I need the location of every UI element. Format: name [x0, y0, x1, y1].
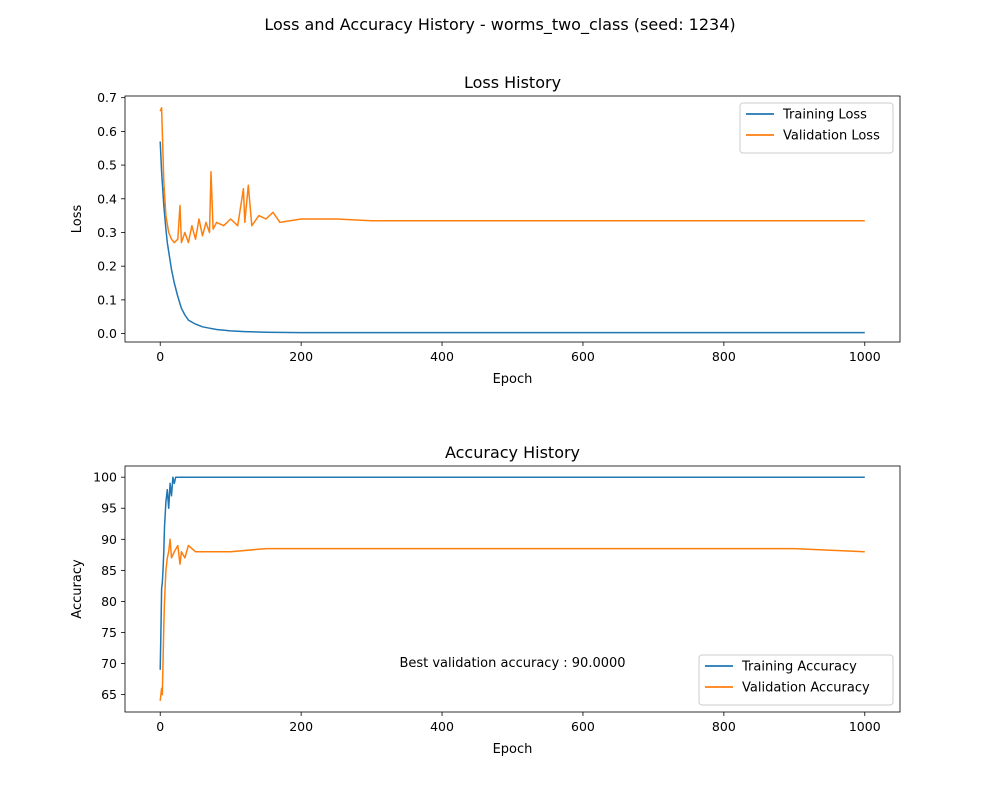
- y-tick-label: 65: [101, 687, 117, 702]
- x-tick-label: 1000: [849, 719, 881, 734]
- y-tick-label: 80: [101, 594, 117, 609]
- training-loss-line: [159, 141, 865, 334]
- x-tick-label: 400: [430, 719, 454, 734]
- training-loss-legend-label: Training Loss: [782, 108, 867, 123]
- y-tick-label: 0.3: [97, 225, 117, 240]
- y-tick-label: 0.4: [97, 191, 117, 206]
- y-tick-label: 90: [101, 532, 117, 547]
- x-tick-label: 800: [712, 719, 736, 734]
- x-tick-label: 200: [289, 349, 313, 364]
- legend: Training Loss Validation Loss: [739, 102, 894, 154]
- y-tick-label: 0.7: [97, 90, 117, 105]
- y-axis-label: Accuracy: [70, 559, 85, 619]
- x-tick-label: 0: [156, 349, 164, 364]
- validation-loss-line: [159, 107, 865, 244]
- legend-box: [739, 102, 894, 154]
- validation-accuracy-legend-label: Validation Accuracy: [742, 681, 870, 696]
- y-tick-label: 0.2: [97, 259, 117, 274]
- x-tick-label: 1000: [849, 349, 881, 364]
- y-tick-label: 0.0: [97, 326, 117, 341]
- x-tick-label: 0: [156, 719, 164, 734]
- y-tick-label: 95: [101, 501, 117, 516]
- x-axis-label: Epoch: [493, 742, 533, 757]
- y-tick-label: 0.5: [97, 158, 117, 173]
- y-tick-label: 85: [101, 563, 117, 578]
- x-tick-label: 400: [430, 349, 454, 364]
- training-accuracy-legend-label: Training Accuracy: [741, 660, 857, 675]
- axes-frame: [124, 95, 901, 343]
- x-tick-label: 600: [571, 719, 595, 734]
- axes-frame: [124, 465, 901, 713]
- best-accuracy-annotation: Best validation accuracy : 90.0000: [399, 656, 625, 671]
- x-tick-label: 800: [712, 349, 736, 364]
- x-axis-label: Epoch: [493, 372, 533, 387]
- validation-accuracy-line: [159, 538, 865, 701]
- axes-title: Accuracy History: [445, 443, 580, 462]
- training-accuracy-line: [159, 476, 865, 670]
- axes-title: Loss History: [464, 73, 561, 92]
- y-tick-label: 100: [93, 470, 117, 485]
- legend-box: [698, 654, 894, 706]
- x-tick-label: 600: [571, 349, 595, 364]
- y-tick-label: 70: [101, 656, 117, 671]
- x-tick-label: 200: [289, 719, 313, 734]
- figure-suptitle: Loss and Accuracy History - worms_two_cl…: [264, 15, 735, 35]
- y-axis-label: Loss: [70, 205, 85, 234]
- validation-loss-legend-label: Validation Loss: [783, 129, 880, 144]
- legend: Training Accuracy Validation Accuracy: [698, 654, 894, 706]
- y-tick-label: 0.6: [97, 124, 117, 139]
- y-tick-label: 0.1: [97, 292, 117, 307]
- loss-history-axes: Loss History 0 200 400 600 800 1000 0.0 0.1 0.2 0.…: [70, 73, 901, 387]
- y-tick-label: 75: [101, 625, 117, 640]
- accuracy-history-axes: Accuracy History 0 200 400 600 800 1000 65 70 75 8…: [70, 443, 901, 757]
